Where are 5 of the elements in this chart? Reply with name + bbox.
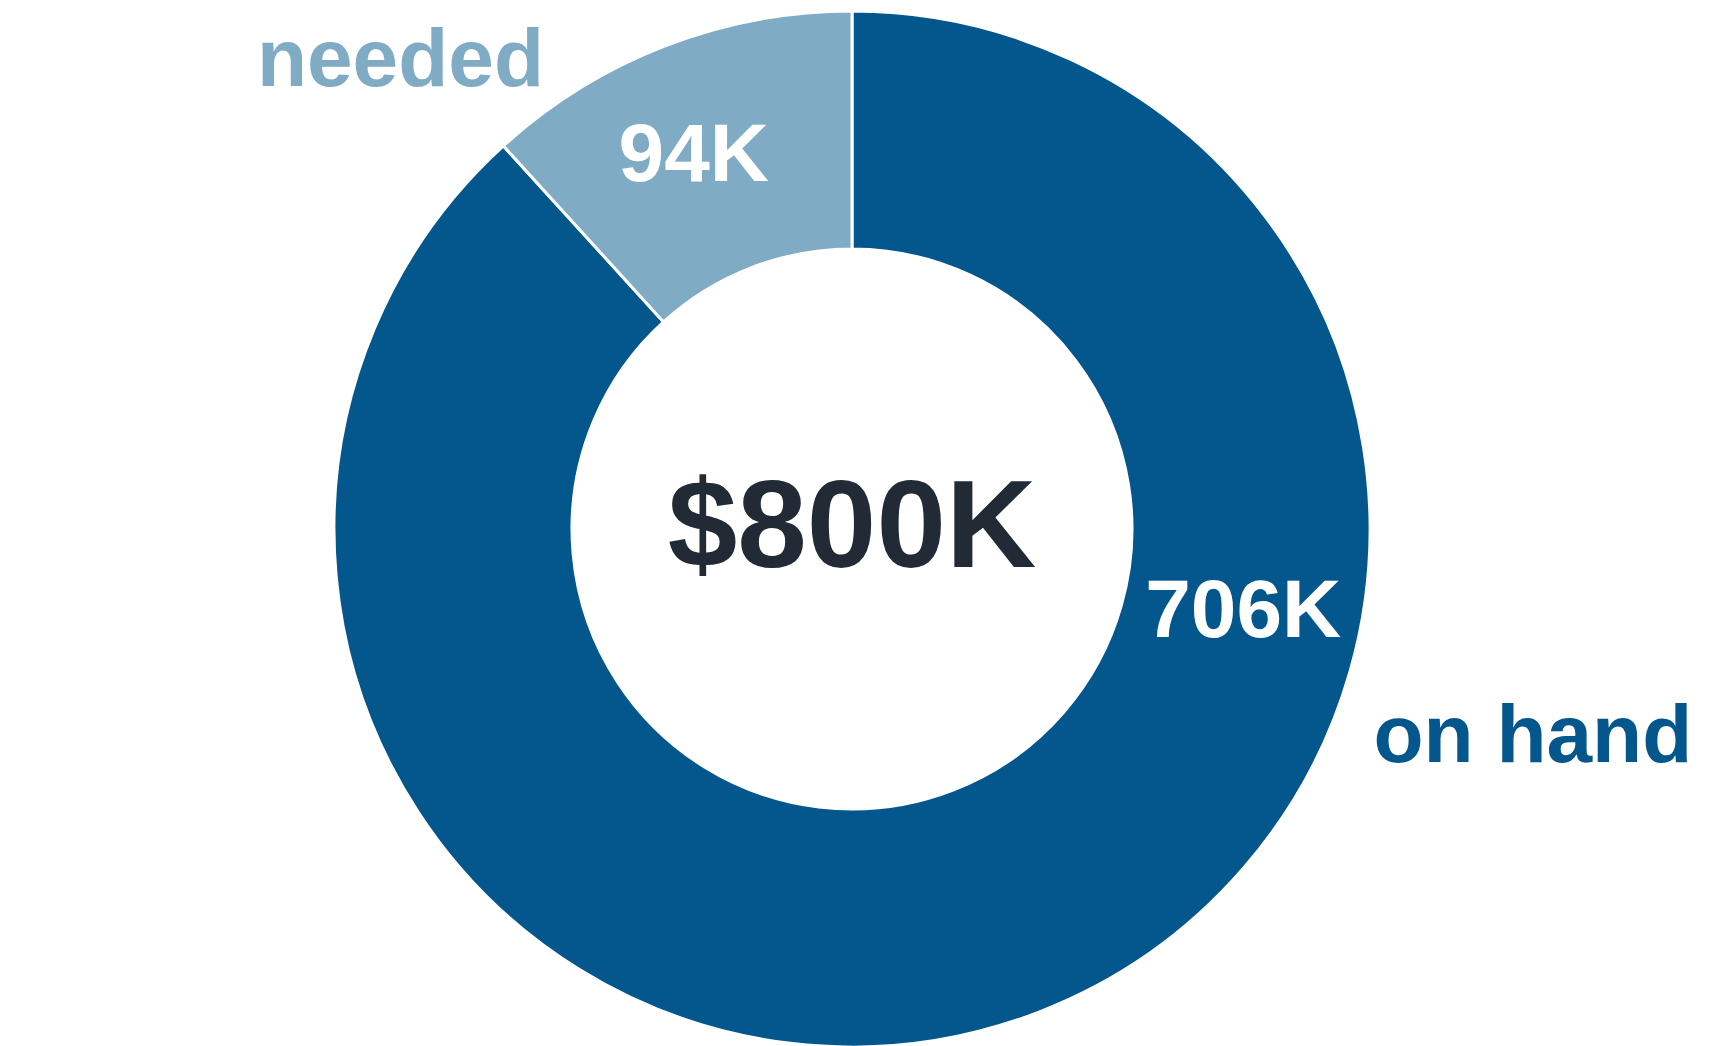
text: $800K: [667, 454, 1037, 593]
data-label: 706K: [1145, 563, 1342, 655]
data-label: 94K: [618, 107, 769, 199]
slice-label: needed: [256, 12, 545, 104]
slice-label: on hand: [1373, 688, 1693, 780]
